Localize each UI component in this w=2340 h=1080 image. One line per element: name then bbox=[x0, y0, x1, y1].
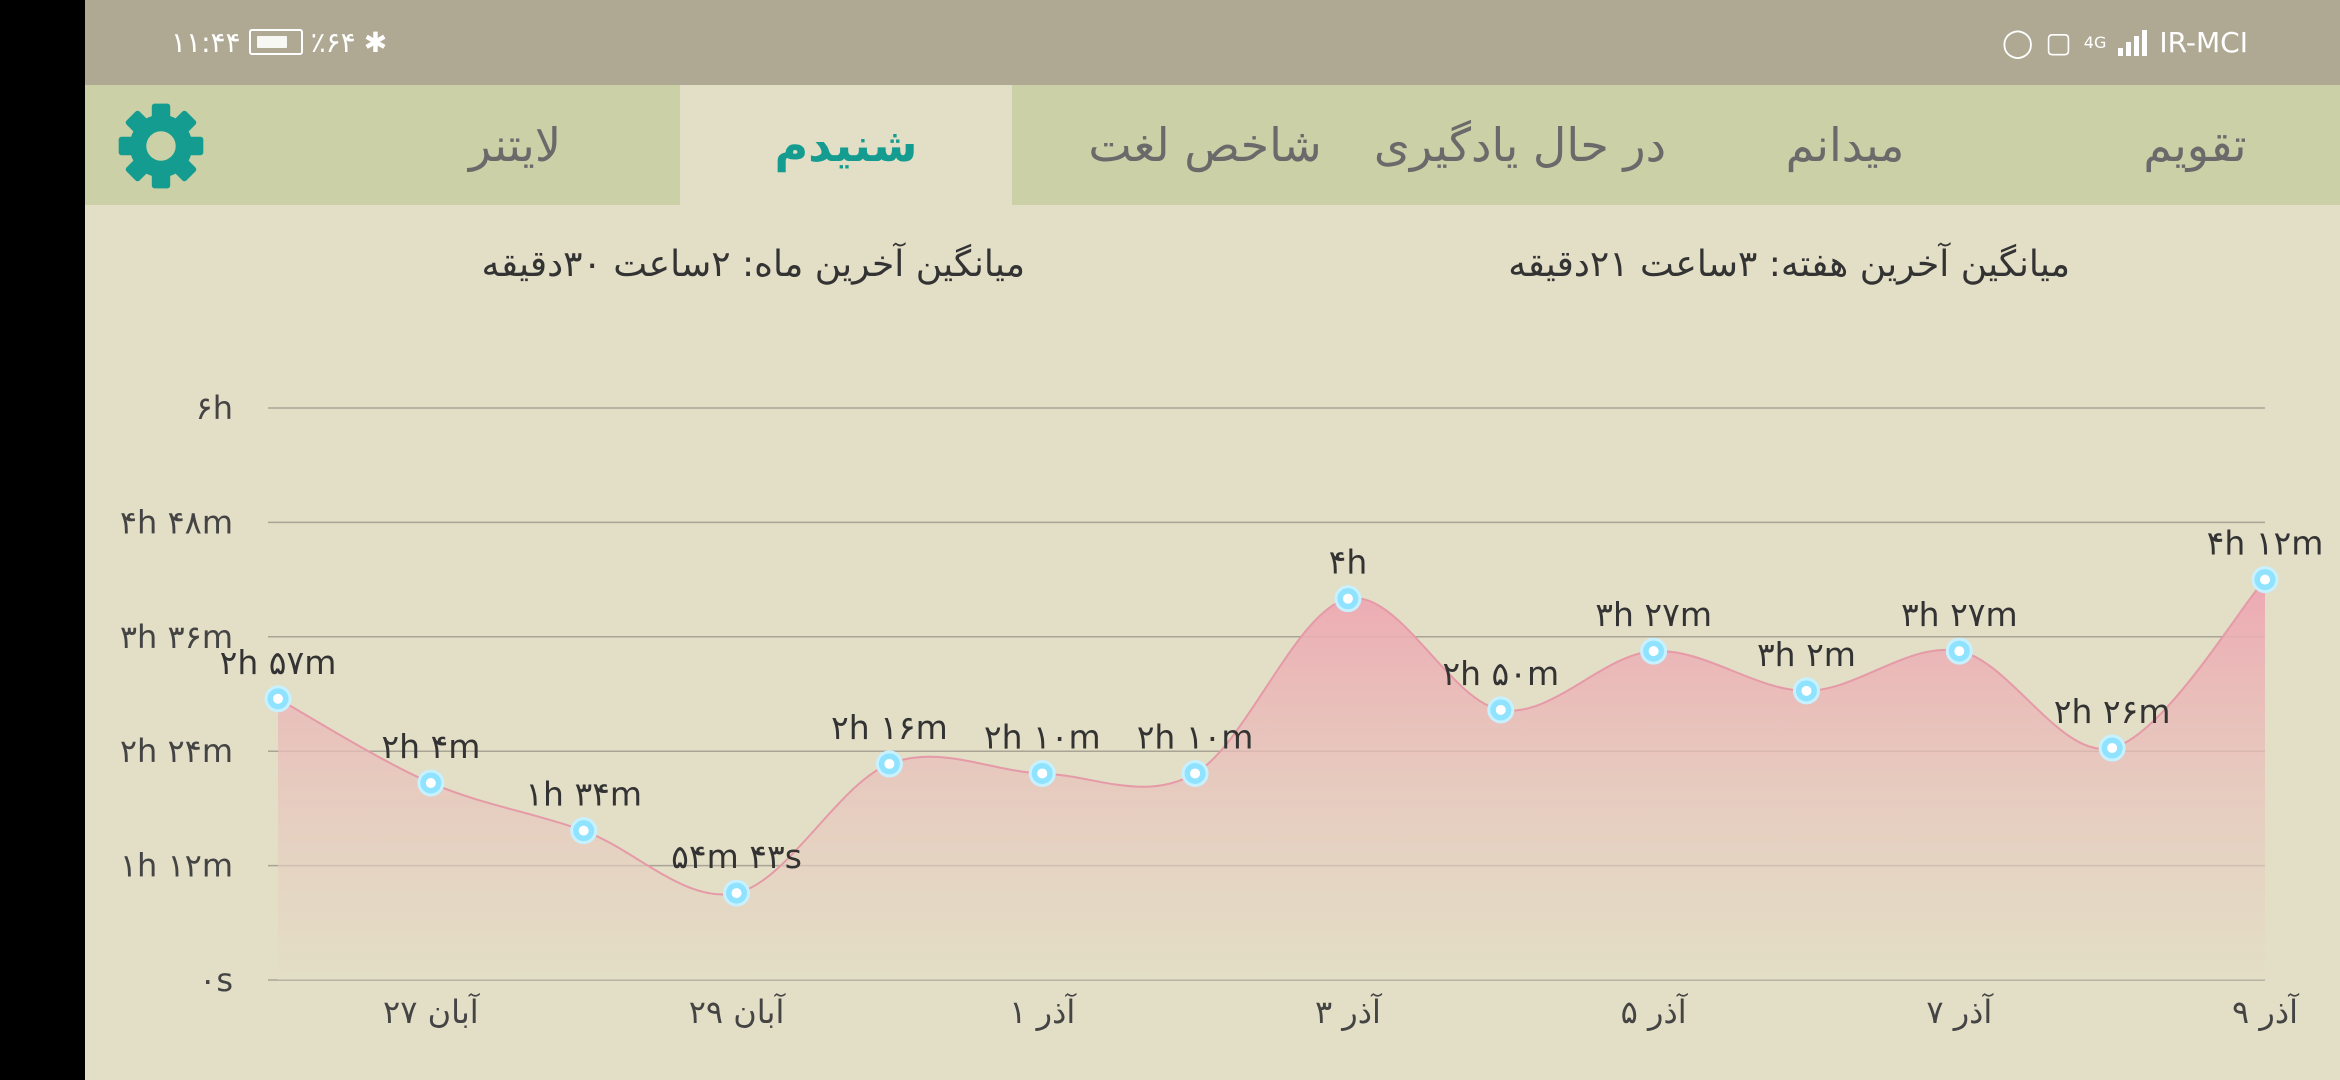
y-tick-label: ۲h ۲۴m bbox=[120, 732, 233, 770]
data-point-center bbox=[1954, 646, 1965, 657]
x-tick-label: ۲۹ آبان bbox=[689, 992, 787, 1031]
data-point-center bbox=[1648, 646, 1659, 657]
data-label: ۲h ۴m bbox=[381, 727, 480, 766]
data-label: ۲h ۵۷m bbox=[220, 643, 337, 682]
y-tick-label: ۳h ۳۶m bbox=[120, 618, 233, 656]
status-bar: ۱۱:۴۴ ٪۶۴ ✱ ◯ ▢ 4G IR-MCI bbox=[85, 0, 2340, 85]
data-label: ۴h ۱۲m bbox=[2207, 524, 2324, 563]
signal-icon bbox=[2118, 28, 2148, 56]
status-left: ۱۱:۴۴ ٪۶۴ ✱ bbox=[171, 24, 387, 60]
carrier-name: IR-MCI bbox=[2159, 25, 2248, 59]
x-tick-label: ۹ آذر bbox=[2232, 992, 2300, 1031]
data-point-center bbox=[731, 888, 742, 899]
y-tick-label: ۱h ۱۲m bbox=[120, 847, 233, 885]
week-average: میانگین آخرین هفته: ۳ساعت ۲۱دقیقه bbox=[1508, 244, 2070, 285]
y-tick-label: ۰s bbox=[199, 961, 233, 999]
data-label: ۳h ۲۷m bbox=[1901, 595, 2018, 634]
battery-percent: ٪۶۴ bbox=[310, 25, 356, 59]
data-point-center bbox=[273, 693, 283, 704]
app-screen: ۱۱:۴۴ ٪۶۴ ✱ ◯ ▢ 4G IR-MCI تقویم میدانم د… bbox=[85, 0, 2340, 1080]
x-tick-label: ۲۷ آبان bbox=[383, 992, 481, 1031]
data-label: ۳h ۲m bbox=[1757, 635, 1856, 674]
bluetooth-icon: ✱ bbox=[363, 25, 388, 59]
gear-icon[interactable] bbox=[115, 100, 207, 192]
data-label: ۱h ۳۴m bbox=[525, 775, 642, 814]
x-tick-label: ۳ آذر bbox=[1315, 992, 1383, 1031]
data-label: ۴h bbox=[1329, 543, 1368, 582]
data-point-center bbox=[884, 758, 895, 769]
x-tick-label: ۷ آذر bbox=[1926, 992, 1994, 1031]
whatsapp-icon: ◯ bbox=[2001, 25, 2034, 59]
data-label: ۳h ۲۷m bbox=[1595, 595, 1712, 634]
data-label: ۲h ۱۰m bbox=[1137, 717, 1254, 756]
status-right: ◯ ▢ 4G IR-MCI bbox=[2002, 24, 2248, 60]
clock: ۱۱:۴۴ bbox=[171, 25, 241, 59]
y-tick-label: ۶h bbox=[196, 389, 233, 427]
month-average: میانگین آخرین ماه: ۲ساعت ۳۰دقیقه bbox=[481, 244, 1025, 285]
x-tick-label: ۱ آذر bbox=[1009, 992, 1077, 1031]
data-point-center bbox=[2260, 574, 2270, 585]
tab-word-index[interactable]: شاخص لغت bbox=[1088, 118, 1322, 172]
listening-chart: ۰s ۱h ۱۲m ۲h ۲۴m ۳h ۳۶m ۴h ۴۸m ۶h ۲۷ آبان ۲۹ آب… bbox=[120, 389, 2324, 1031]
data-point-center bbox=[2107, 743, 2118, 754]
network-type: 4G bbox=[2083, 32, 2107, 52]
y-tick-label: ۴h ۴۸m bbox=[120, 503, 233, 541]
data-label: ۲h ۱۶m bbox=[831, 708, 948, 747]
data-point-center bbox=[1342, 593, 1353, 604]
tab-calendar[interactable]: تقویم bbox=[2143, 118, 2247, 172]
tab-bar: تقویم میدانم در حال یادگیری شاخص لغت شنی… bbox=[85, 85, 2340, 205]
x-tick-label: ۵ آذر bbox=[1621, 992, 1689, 1031]
data-point-center bbox=[1801, 685, 1812, 696]
tab-learning[interactable]: در حال یادگیری bbox=[1373, 118, 1667, 172]
tab-leitner[interactable]: لایتنر bbox=[468, 118, 562, 172]
data-label: ۲h ۲۶m bbox=[2054, 692, 2171, 731]
data-label: ۲h ۱۰m bbox=[984, 717, 1101, 756]
area-fill bbox=[278, 579, 2265, 980]
data-label: ۲h ۵۰m bbox=[1442, 654, 1559, 693]
data-point-center bbox=[1037, 768, 1048, 779]
data-point-center bbox=[578, 825, 589, 836]
tab-heard[interactable]: شنیدم bbox=[680, 85, 1012, 205]
data-label: ۵۴m ۴۳s bbox=[671, 837, 802, 876]
instagram-icon: ▢ bbox=[2045, 25, 2072, 59]
battery-icon bbox=[248, 29, 303, 55]
data-point-center bbox=[1495, 704, 1506, 715]
data-point-center bbox=[1190, 768, 1201, 779]
tab-known[interactable]: میدانم bbox=[1785, 118, 1905, 172]
data-point-center bbox=[425, 777, 436, 788]
